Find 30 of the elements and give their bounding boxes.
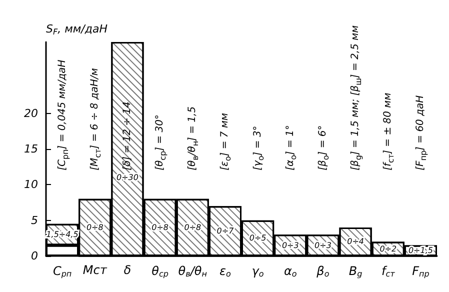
annotation: 0÷2 [380, 244, 397, 254]
annotation: [θср] = 30° [154, 114, 168, 170]
annotation: [fст] = ± 80 мм [382, 92, 396, 170]
annotation: 0÷3 [314, 240, 332, 250]
x-tick-label: δ [124, 263, 132, 277]
annotation: 0÷8 [86, 222, 104, 232]
annotation: [Mст] = 6 ÷ 8 даН/м [89, 68, 102, 170]
annotation: [αо] = 1° [284, 125, 298, 170]
annotation: 0÷8 [184, 222, 202, 232]
annotation: 0÷7 [216, 226, 235, 236]
y-tick-label: 5 [31, 214, 38, 227]
annotation: [δ] = 12 ÷ 14 [122, 102, 133, 170]
x-tick-label: Mст [82, 263, 108, 277]
y-tick-label: 10 [24, 178, 38, 192]
annotation: [Cрп] = 0,045 мм/даН [56, 59, 70, 170]
y-tick-label: 20 [24, 106, 38, 120]
y-tick-label: 15 [24, 142, 38, 156]
y-tick-label: 0 [31, 250, 38, 262]
annotation: 0÷8 [152, 222, 168, 232]
annotation: [γо] = 3° [252, 126, 266, 170]
annotation: 0÷3 [282, 240, 299, 250]
annotation: [βо] = 6° [317, 125, 330, 170]
annotation: [εо] = 7 мм [220, 112, 233, 170]
annotation: 0÷1,5 [408, 246, 433, 256]
annotation: 0÷30 [116, 173, 138, 182]
annotation: 0÷5 [249, 234, 266, 243]
annotation: [βg] = 1,5 мм; [βш] = 2,5 мм [350, 24, 364, 170]
annotation: [θв/θн] = 1,5 [187, 106, 200, 170]
annotation: [Fпр] = 60 даН [415, 94, 428, 170]
annotation: 0÷4 [347, 237, 364, 246]
